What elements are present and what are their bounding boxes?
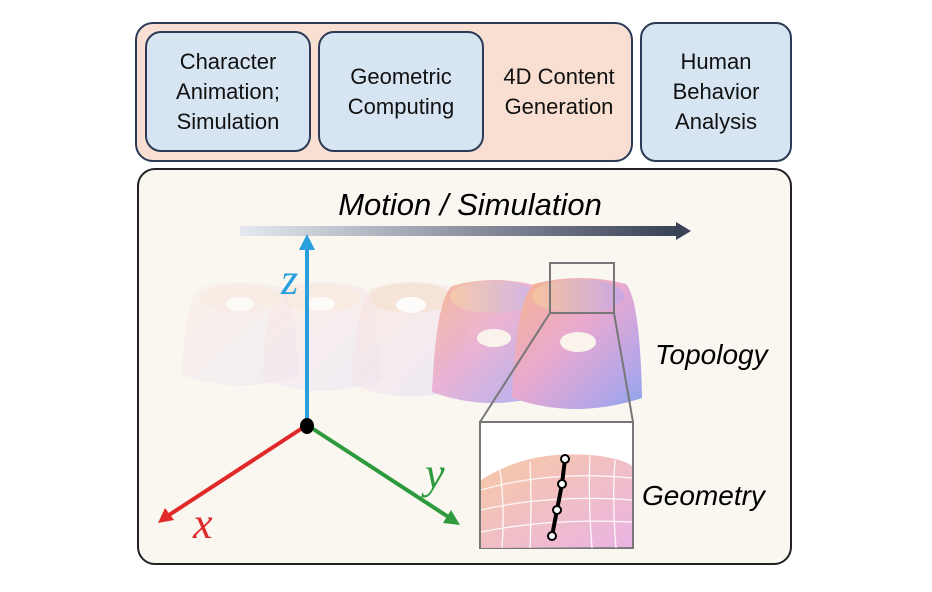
box-label-line: Human xyxy=(680,49,752,74)
vertex-point xyxy=(557,479,567,489)
motion-simulation-label: Motion / Simulation xyxy=(338,187,602,222)
y-axis-label: y xyxy=(421,449,445,498)
motion-arrow-shaft xyxy=(240,226,676,236)
y-axis xyxy=(305,423,452,520)
content-generation-label: 4D Content Generation xyxy=(492,62,626,122)
box-label-line: Geometric xyxy=(350,63,452,89)
vertex-point xyxy=(560,454,570,464)
topology-label: Topology xyxy=(655,339,770,370)
x-axis xyxy=(164,423,309,519)
box-label-line: Behavior xyxy=(672,79,760,104)
vertex-point xyxy=(547,531,557,541)
geometric-computing-box: Geometric Computing xyxy=(318,31,484,152)
geometry-inset xyxy=(479,421,634,549)
torus-shape xyxy=(512,278,642,409)
box-label-line: Computing xyxy=(347,93,455,119)
vertex-point xyxy=(552,505,562,515)
motion-arrow-head xyxy=(676,222,691,240)
box-label-line: 4D Content xyxy=(503,64,615,89)
box-label-line: Character xyxy=(179,48,277,74)
human-behavior-box: Human Behavior Analysis xyxy=(640,22,792,162)
character-animation-box: Character Animation; Simulation xyxy=(145,31,311,152)
z-axis-label: z xyxy=(280,255,298,304)
zoom-region-box xyxy=(549,262,615,314)
torus-shape xyxy=(262,282,380,391)
geometry-label: Geometry xyxy=(642,480,767,511)
box-label-line: Animation; xyxy=(176,78,280,104)
box-label-line: Analysis xyxy=(675,109,757,134)
origin-point xyxy=(300,418,314,434)
box-label-line: Simulation xyxy=(176,108,280,134)
box-label-line: Generation xyxy=(504,94,614,119)
x-axis-label: x xyxy=(192,499,213,548)
